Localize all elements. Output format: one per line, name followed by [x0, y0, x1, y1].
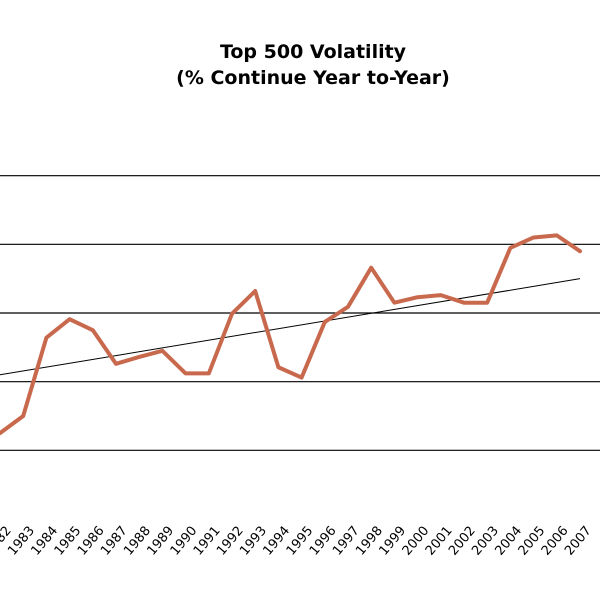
linear-trendline	[0, 278, 581, 376]
x-axis-tick-labels: 1982198319841985198619871988198919901991…	[0, 524, 595, 559]
chart-title-line-1: Top 500 Volatility	[220, 41, 407, 63]
x-tick-label: 2007	[562, 524, 595, 559]
chart-title-line-2: (% Continue Year to-Year)	[176, 67, 450, 89]
gridlines	[0, 175, 600, 451]
series-line-0	[0, 233, 582, 436]
series-lines	[0, 233, 582, 436]
trendline	[0, 278, 581, 376]
